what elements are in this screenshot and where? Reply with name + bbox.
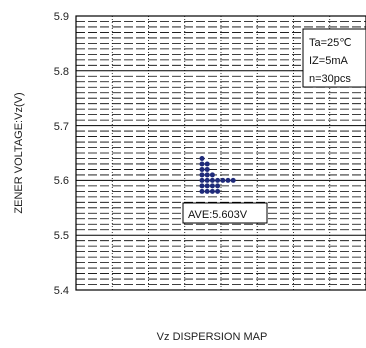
y-tick-label: 5.6	[54, 175, 69, 187]
y-tick-label: 5.9	[54, 11, 69, 23]
y-tick-label: 5.5	[54, 230, 69, 242]
data-point	[209, 188, 215, 194]
plot-frame	[75, 15, 366, 291]
data-point	[230, 177, 236, 183]
data-point	[204, 172, 210, 178]
data-point	[225, 177, 231, 183]
conditions-text: n=30pcs	[309, 73, 351, 85]
data-point	[204, 183, 210, 189]
data-point	[199, 172, 205, 178]
data-point	[215, 177, 221, 183]
average-frame	[182, 202, 268, 224]
data-point	[215, 188, 221, 194]
data-point	[199, 177, 205, 183]
data-point	[199, 161, 205, 167]
data-point	[199, 183, 205, 189]
y-axis-label: ZENER VOLTAGE:Vz(V)	[13, 92, 25, 213]
y-tick-label: 5.7	[54, 121, 69, 133]
data-point	[204, 177, 210, 183]
conditions-text: IZ=5mA	[309, 55, 348, 67]
data-point	[220, 177, 226, 183]
data-point	[204, 166, 210, 172]
data-point	[199, 166, 205, 172]
y-tick-label: 5.4	[54, 285, 69, 297]
data-point	[199, 188, 205, 194]
data-point	[209, 172, 215, 178]
data-point	[204, 161, 210, 167]
data-point	[204, 188, 210, 194]
x-axis-label: Vz DISPERSION MAP	[157, 331, 268, 343]
average-label: AVE:5.603V	[188, 209, 248, 221]
conditions-box: Ta=25℃ IZ=5mA n=30pcs	[302, 28, 366, 88]
data-point	[215, 183, 221, 189]
data-points	[199, 155, 236, 194]
conditions-frame	[302, 28, 366, 88]
average-box: AVE:5.603V	[182, 202, 268, 224]
y-tick-labels: 5.4 5.5 5.6 5.7 5.8 5.9	[54, 11, 69, 297]
data-point	[209, 183, 215, 189]
data-point	[209, 177, 215, 183]
data-point	[199, 155, 205, 161]
y-tick-label: 5.8	[54, 66, 69, 78]
conditions-text: Ta=25℃	[309, 37, 352, 49]
